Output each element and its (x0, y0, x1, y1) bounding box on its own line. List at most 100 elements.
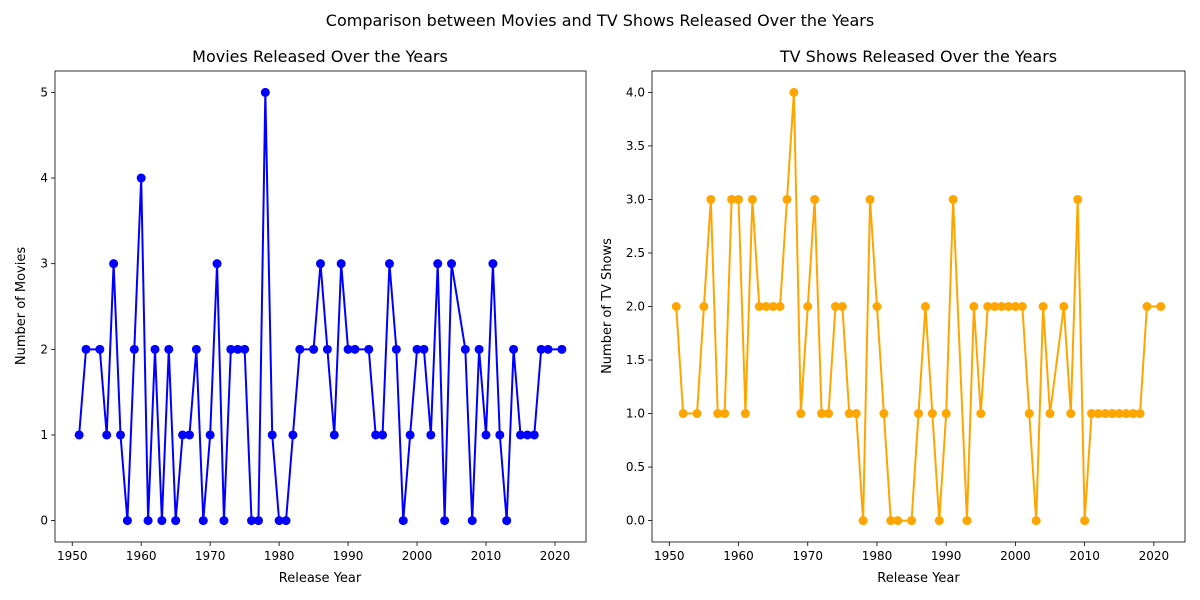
tv-shows-data-point (920, 302, 930, 311)
tv-shows-data-point (1093, 409, 1103, 419)
movies-y-tick-label: 4 (40, 171, 48, 185)
tv-shows-data-point (1142, 302, 1152, 311)
movies-data-point (419, 344, 429, 354)
tv-shows-y-tick-label: 4.0 (626, 85, 645, 99)
tv-shows-data-point (1024, 409, 1034, 419)
tv-shows-data-point (699, 302, 709, 311)
tv-shows-data-point (706, 194, 716, 204)
tv-shows-data-point (1107, 409, 1117, 419)
tv-shows-y-tick-label: 2.0 (626, 300, 645, 314)
tv-shows-y-axis-label: Number of TV Shows (600, 238, 615, 374)
tv-shows-x-axis-label: Release Year (877, 571, 960, 586)
movies-data-point (281, 516, 291, 526)
movies-data-point (405, 430, 415, 440)
movies-x-tick-label: 2000 (402, 549, 433, 563)
movies-x-axis-label: Release Year (279, 571, 362, 586)
tv-shows-data-point (1010, 302, 1020, 311)
tv-shows-data-point (830, 302, 840, 311)
tv-shows-x-tick-label: 2000 (1000, 549, 1031, 563)
tv-shows-data-point (796, 409, 806, 419)
tv-shows-data-point (962, 516, 972, 526)
movies-data-point (74, 430, 84, 440)
movies-data-point (288, 430, 298, 440)
tv-shows-data-point (768, 302, 778, 311)
tv-shows-data-point (1080, 516, 1090, 526)
movies-data-point (95, 344, 105, 354)
movies-data-point (205, 430, 215, 440)
tv-shows-data-point (824, 409, 834, 419)
tv-shows-data-point (1114, 409, 1124, 419)
tv-shows-data-point (1059, 302, 1069, 311)
movies-data-point (495, 430, 505, 440)
tv-shows-data-point (990, 302, 1000, 311)
movies-data-point (184, 430, 194, 440)
movies-y-tick-label: 5 (40, 85, 48, 99)
movies-y-axis-label: Number of Movies (14, 247, 29, 365)
movies-data-point (329, 430, 339, 440)
tv-shows-data-point (837, 302, 847, 311)
tv-shows-y-tick-label: 2.5 (626, 246, 645, 260)
tv-shows-x-tick-label: 1980 (862, 549, 893, 563)
tv-shows-data-point (914, 409, 923, 419)
movies-data-point (309, 344, 319, 354)
tv-shows-data-point (1045, 409, 1055, 419)
tv-shows-data-point (1017, 302, 1027, 311)
movies-x-tick-label: 1950 (57, 549, 88, 563)
movies-y-tick-label: 2 (40, 342, 48, 356)
tv-shows-data-point (941, 409, 951, 419)
tv-shows-x-tick-label: 1990 (931, 549, 962, 563)
movies-data-point (433, 259, 443, 269)
tv-shows-data-point (1135, 409, 1145, 419)
tv-shows-chart-title: TV Shows Released Over the Years (779, 47, 1057, 66)
movies-x-tick-label: 1970 (195, 549, 226, 563)
movies-data-point (233, 344, 243, 354)
movies-data-point (502, 516, 512, 526)
movies-axes-frame (54, 70, 587, 543)
tv-shows-data-point (983, 302, 993, 311)
movies-data-point (157, 516, 167, 526)
movies-data-point (522, 430, 532, 440)
movies-data-point (122, 516, 132, 526)
tv-shows-data-point (886, 516, 896, 526)
movies-data-point (247, 516, 257, 526)
movies-data-point (515, 430, 525, 440)
movies-data-point (102, 430, 112, 440)
movies-data-point (336, 259, 346, 269)
tv-shows-data-point (893, 516, 903, 526)
tv-shows-data-point (976, 409, 986, 419)
movies-data-point (509, 344, 519, 354)
movies-data-point (378, 430, 388, 440)
movies-data-point (109, 259, 119, 269)
tv-shows-axes-frame (651, 70, 1186, 543)
movies-data-point (557, 344, 567, 354)
tv-shows-data-point (872, 302, 882, 311)
movies-x-tick-label: 1990 (333, 549, 364, 563)
tv-shows-x-tick-label: 1970 (792, 549, 823, 563)
tv-shows-data-point (1031, 516, 1041, 526)
movies-data-point (322, 344, 332, 354)
movies-data-point (467, 516, 477, 526)
movies-y-tick-label: 3 (40, 257, 48, 271)
movies-data-point (412, 344, 422, 354)
movies-x-tick-label: 2010 (471, 549, 502, 563)
tv-shows-y-tick-label: 3.0 (626, 192, 645, 206)
movies-data-point (129, 344, 139, 354)
movies-data-point (136, 173, 146, 183)
tv-shows-data-point (934, 516, 944, 526)
tv-shows-x-tick-label: 2010 (1069, 549, 1100, 563)
movies-data-point (398, 516, 408, 526)
movies-y-tick-label: 0 (40, 514, 48, 528)
movies-data-point (384, 259, 394, 269)
tv-shows-data-point (851, 409, 861, 419)
tv-shows-panel: TV Shows Released Over the Years Release… (600, 47, 1186, 586)
tv-shows-data-point (740, 409, 750, 419)
movies-data-point (391, 344, 401, 354)
movies-data-point (426, 430, 436, 440)
tv-shows-data-point (810, 194, 820, 204)
movies-y-tick-label: 1 (40, 428, 48, 442)
movies-data-point (529, 430, 539, 440)
tv-shows-data-point (761, 302, 771, 311)
movies-data-point (240, 344, 250, 354)
tv-shows-y-tick-label: 0.5 (626, 460, 645, 474)
